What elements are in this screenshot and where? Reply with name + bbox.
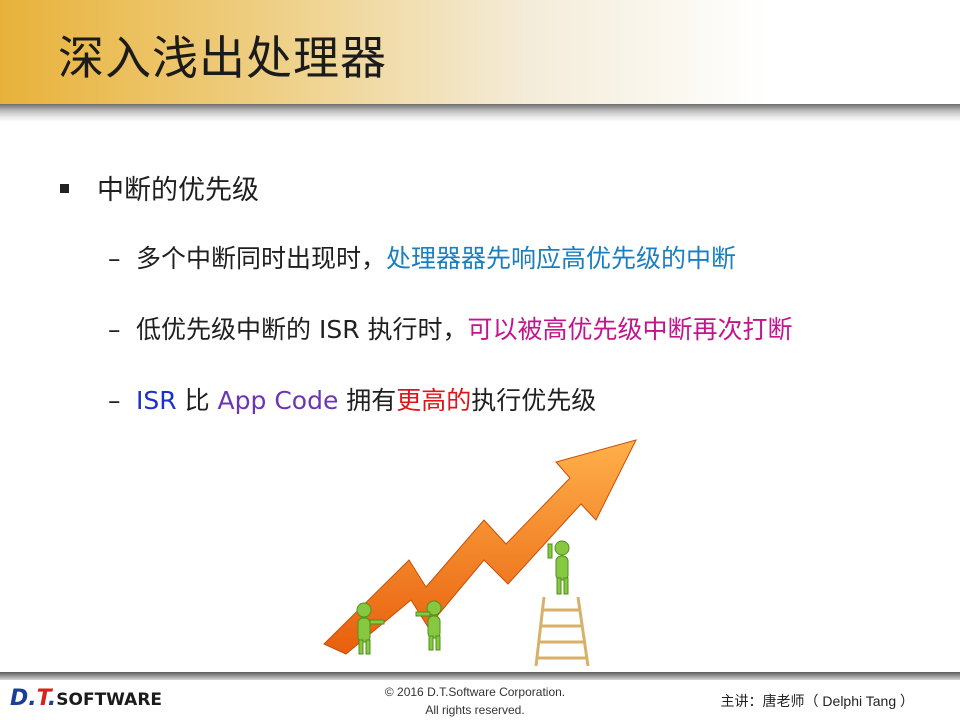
bullet-main: 中断的优先级 bbox=[60, 168, 259, 207]
copyright-line-1: © 2016 D.T.Software Corporation. bbox=[384, 685, 566, 699]
isr-term: ISR bbox=[136, 386, 177, 415]
dash-icon: – bbox=[108, 244, 121, 273]
bullet-main-text: 中断的优先级 bbox=[97, 175, 259, 206]
sub-bullet-2-text: 低优先级中断的 ISR 执行时， bbox=[136, 315, 468, 344]
sub-bullet-3: – ISR 比 App Code 拥有更高的执行优先级 bbox=[108, 381, 596, 417]
dash-icon: – bbox=[108, 386, 121, 415]
dt-software-logo: D.T.SOFTWARE bbox=[10, 686, 163, 711]
ladder-icon bbox=[534, 596, 590, 667]
speaker-credit: 主讲：唐老师（ Delphi Tang ） bbox=[720, 693, 914, 709]
sub-bullet-1-text: 多个中断同时出现时， bbox=[136, 244, 387, 273]
square-bullet-icon bbox=[60, 184, 69, 193]
sub-bullet-2: – 低优先级中断的 ISR 执行时，可以被高优先级中断再次打断 bbox=[108, 310, 793, 346]
copyright-notice: © 2016 D.T.Software Corporation. All rig… bbox=[300, 683, 650, 719]
sub-bullet-1: – 多个中断同时出现时，处理器器先响应高优先级的中断 bbox=[108, 239, 736, 275]
title-bar-shadow bbox=[0, 104, 960, 122]
copyright-line-2: All rights reserved. bbox=[425, 703, 525, 717]
title-bar bbox=[0, 0, 960, 104]
footer-divider bbox=[0, 672, 960, 680]
have-word: 拥有 bbox=[338, 386, 397, 415]
sub-bullet-1-highlight: 处理器器先响应高优先级的中断 bbox=[386, 244, 737, 273]
app-code-term: App Code bbox=[217, 386, 339, 415]
dash-icon: – bbox=[108, 315, 121, 344]
compare-word: 比 bbox=[176, 386, 218, 415]
rising-arrow-illustration bbox=[323, 439, 637, 667]
higher-emphasis: 更高的 bbox=[396, 386, 472, 415]
sub-bullet-2-highlight: 可以被高优先级中断再次打断 bbox=[467, 315, 793, 344]
figure-pushing-middle-icon bbox=[415, 600, 442, 651]
figure-pushing-left-icon bbox=[356, 602, 385, 655]
figure-on-ladder-icon bbox=[547, 540, 570, 595]
sub-bullet-3-rest: 执行优先级 bbox=[471, 386, 597, 415]
slide-title: 深入浅出处理器 bbox=[58, 31, 387, 85]
